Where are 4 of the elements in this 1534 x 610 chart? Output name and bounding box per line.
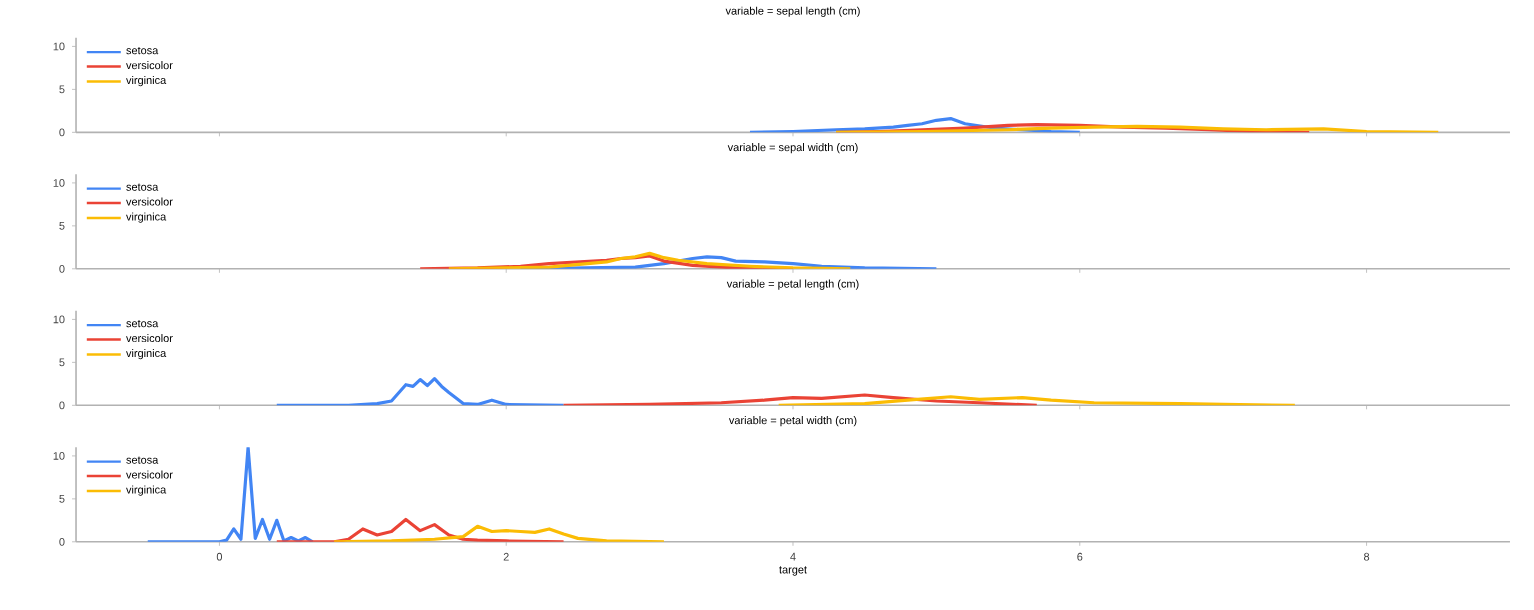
line-series [748, 117, 1082, 133]
line-series [275, 377, 566, 406]
line-series [332, 524, 666, 542]
line-series [275, 517, 566, 542]
